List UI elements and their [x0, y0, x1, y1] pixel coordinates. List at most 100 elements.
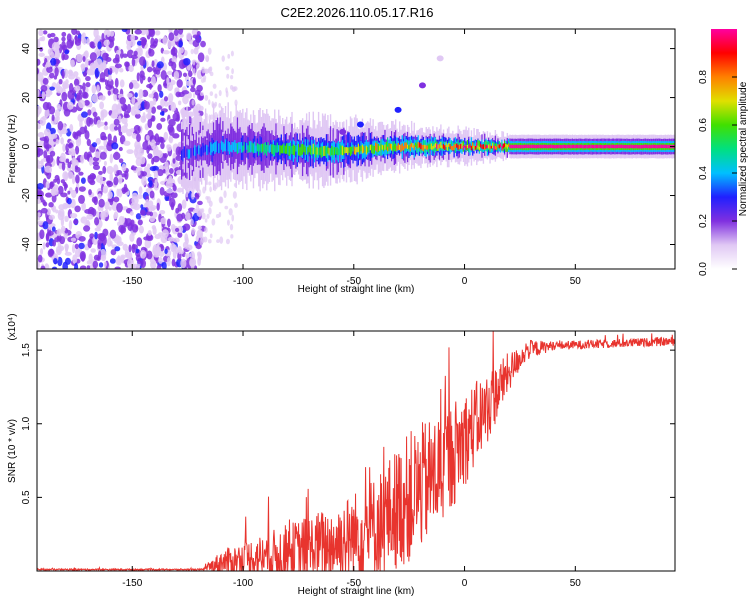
signal-band-cell [603, 145, 606, 149]
noise-speck [194, 193, 200, 200]
signal-band-cell [506, 144, 509, 149]
noise-speck [159, 111, 165, 116]
noise-speck [52, 239, 57, 247]
signal-band-cell [611, 144, 614, 149]
noise-speck [113, 126, 119, 131]
signal-band-cell [361, 144, 364, 154]
signal-band-cell [293, 145, 296, 156]
noise-speck [208, 99, 211, 105]
noise-speck [159, 187, 165, 196]
noise-speck [196, 31, 201, 37]
noise-speck [148, 93, 154, 98]
signal-band-cell [394, 143, 397, 152]
signal-band-cell [505, 144, 507, 148]
signal-band-cell [527, 144, 530, 149]
signal-band-cell [571, 144, 574, 149]
noise-speck [64, 215, 69, 223]
noise-speck [37, 254, 43, 263]
signal-band-cell [360, 145, 362, 152]
snr-ytick-label: 0.5 [21, 490, 32, 504]
signal-band-cell [602, 145, 604, 149]
noise-speck [153, 170, 159, 180]
signal-band-cell [311, 147, 313, 157]
signal-band-cell [604, 144, 607, 149]
noise-speck [75, 137, 82, 147]
noise-speck [177, 231, 183, 238]
signal-band-cell [343, 146, 345, 156]
noise-speck [51, 194, 57, 203]
noise-speck [233, 86, 238, 91]
noise-speck [54, 66, 59, 77]
signal-band-cell [425, 145, 427, 150]
colorbar-tick-label: 0.0 [698, 262, 709, 276]
noise-speck [173, 70, 180, 80]
signal-band-cell [646, 144, 648, 149]
noise-speck [44, 108, 50, 118]
noise-speck [56, 103, 61, 110]
colorbar-tick-label: 0.2 [698, 214, 709, 228]
signal-band-cell [635, 144, 637, 149]
noise-speck [207, 68, 211, 74]
noise-speck [66, 39, 74, 49]
noise-speck [167, 38, 173, 49]
noise-speck [109, 153, 113, 164]
signal-band-cell [510, 144, 513, 149]
noise-speck [163, 131, 169, 141]
signal-band-cell [595, 144, 598, 149]
noise-speck [192, 77, 196, 86]
signal-band-cell [460, 143, 462, 149]
noise-speck [160, 70, 167, 80]
noise-speck [81, 111, 88, 118]
noise-speck [136, 194, 144, 199]
signal-band-cell [557, 144, 559, 149]
noise-speck [153, 59, 158, 66]
signal-band-cell [413, 145, 415, 151]
noise-speck [89, 233, 95, 239]
signal-band-cell [352, 144, 354, 152]
noise-speck [175, 146, 182, 157]
signal-band-cell [266, 144, 268, 156]
noise-speck [203, 77, 206, 83]
noise-speck [199, 91, 204, 97]
noise-speck [156, 61, 164, 69]
spectral-blob [436, 55, 444, 62]
noise-speck [60, 217, 65, 227]
signal-band-cell [444, 145, 446, 150]
signal-band-cell [353, 146, 356, 155]
signal-band-cell [486, 145, 489, 149]
signal-band-cell [309, 145, 312, 155]
noise-speck [145, 134, 150, 141]
noise-speck [176, 79, 183, 88]
signal-band-cell [518, 144, 521, 149]
signal-band-cell [363, 146, 365, 153]
signal-band-cell [585, 144, 587, 149]
noise-speck [37, 183, 44, 190]
signal-band-cell [574, 145, 576, 149]
signal-band-cell [547, 144, 550, 149]
signal-band-cell [375, 142, 377, 151]
noise-speck [128, 64, 134, 73]
noise-speck [135, 213, 142, 220]
signal-band-cell [308, 145, 310, 153]
noise-speck [197, 52, 205, 63]
noise-speck [229, 223, 234, 231]
signal-band-cell [636, 144, 639, 149]
noise-speck [139, 250, 147, 259]
noise-speck [82, 55, 86, 62]
signal-band-cell [492, 143, 494, 149]
signal-band-cell [476, 142, 478, 148]
noise-speck [116, 105, 122, 115]
signal-band-cell [434, 143, 437, 148]
noise-speck [41, 90, 46, 100]
signal-band-cell [567, 144, 570, 149]
noise-speck [37, 220, 44, 226]
signal-band-cell [522, 145, 524, 149]
noise-speck [78, 99, 86, 109]
noise-speck [177, 203, 183, 212]
noise-speck [109, 258, 116, 264]
noise-speck [46, 155, 54, 164]
signal-band-cell [622, 144, 624, 149]
noise-speck [146, 250, 153, 260]
noise-speck [116, 188, 120, 197]
noise-speck [86, 138, 91, 147]
